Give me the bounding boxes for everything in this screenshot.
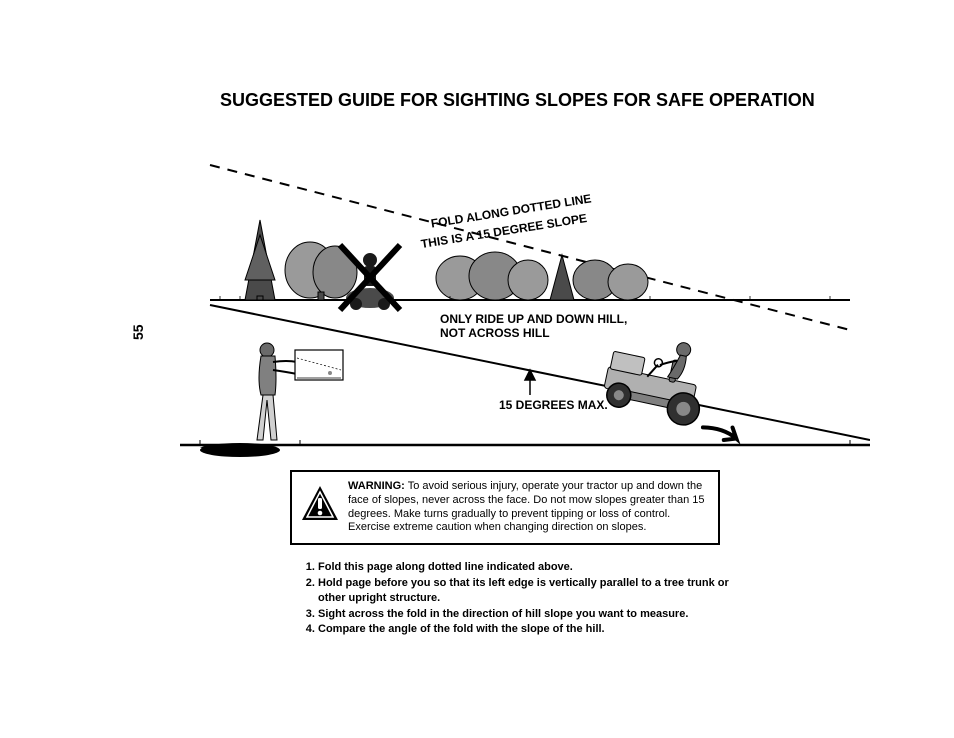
page-title: SUGGESTED GUIDE FOR SIGHTING SLOPES FOR … — [220, 90, 815, 111]
instructions-list: Fold this page along dotted line indicat… — [300, 560, 730, 638]
instruction-item: Sight across the fold in the direction o… — [318, 607, 730, 622]
small-pine — [550, 255, 574, 300]
warning-text: WARNING: To avoid serious injury, operat… — [348, 480, 708, 535]
instruction-item: Fold this page along dotted line indicat… — [318, 560, 730, 575]
correct-rider-tractor — [599, 328, 754, 442]
instruction-item: Compare the angle of the fold with the s… — [318, 622, 730, 637]
slope-diagram: FOLD ALONG DOTTED LINE THIS IS A 15 DEGR… — [150, 150, 870, 480]
warning-label: WARNING: — [348, 480, 405, 492]
angle-arrow — [525, 370, 535, 395]
warning-box: WARNING: To avoid serious injury, operat… — [290, 470, 720, 545]
page-number: 55 — [130, 324, 146, 340]
instruction-item: Hold page before you so that its left ed… — [318, 576, 730, 606]
warning-triangle-icon — [300, 484, 340, 524]
max-degrees-label: 15 DEGREES MAX. — [499, 398, 608, 412]
person-sighting — [200, 343, 343, 457]
motion-arrow-icon — [701, 422, 738, 443]
ride-instruction-label: ONLY RIDE UP AND DOWN HILL, NOT ACROSS H… — [440, 312, 627, 341]
